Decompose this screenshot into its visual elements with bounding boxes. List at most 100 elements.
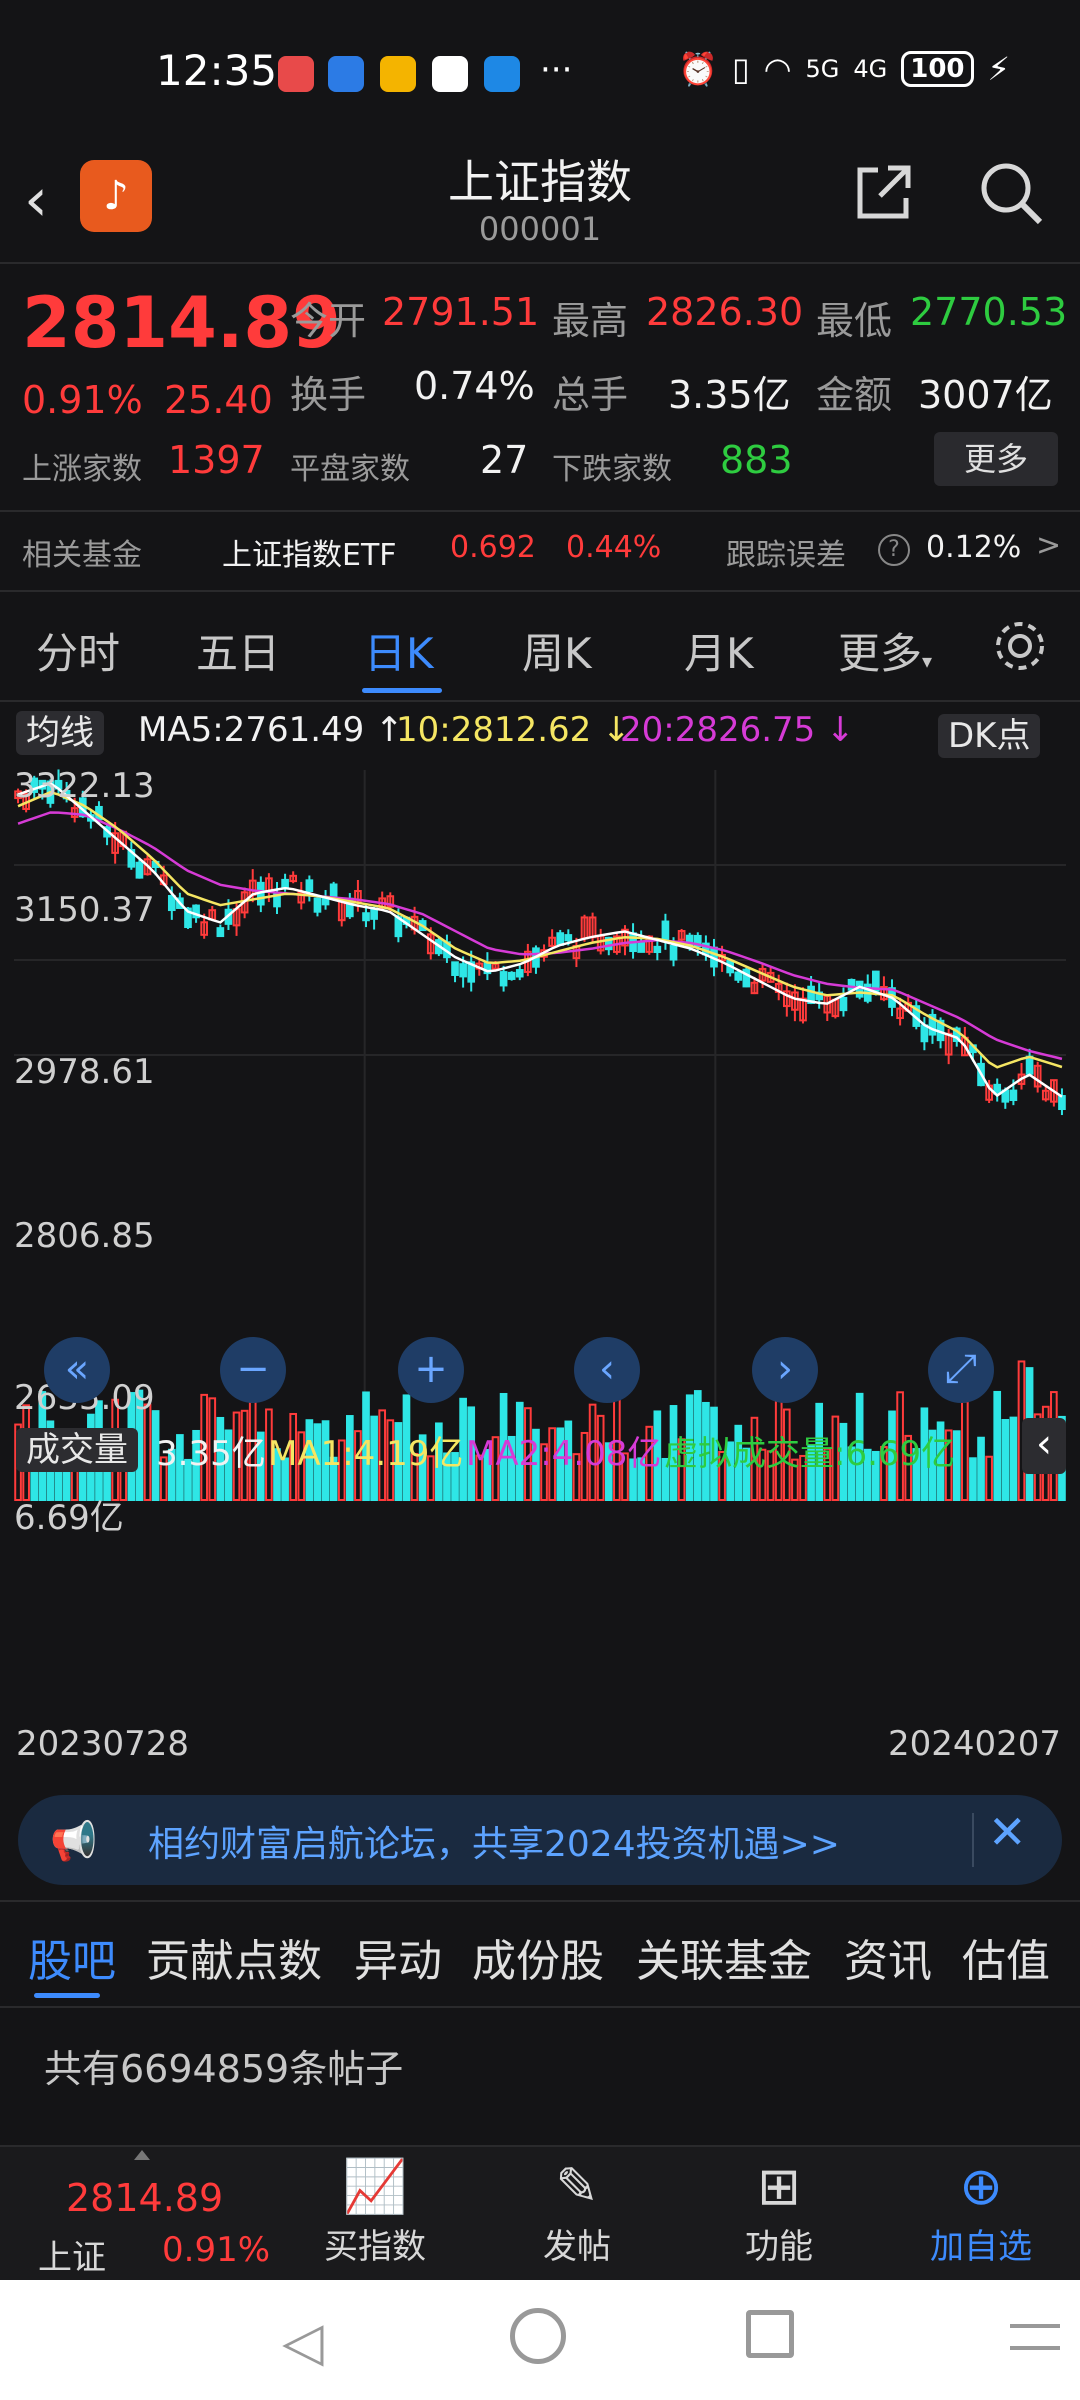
volume-bar xyxy=(807,1444,815,1501)
volume-bar xyxy=(993,1390,1002,1501)
index-quote-button[interactable]: 2814.89 上证 0.91% xyxy=(0,2150,290,2278)
volume-bar xyxy=(410,1452,419,1501)
settings-icon[interactable] xyxy=(992,618,1048,678)
functions-button[interactable]: ⊞ 功能 xyxy=(704,2155,854,2268)
collapse-panel-button[interactable]: ‹ xyxy=(1022,1418,1066,1474)
volume-bar xyxy=(718,1450,726,1502)
share-icon[interactable] xyxy=(852,160,916,239)
volume-bar xyxy=(337,1439,346,1501)
tab-5day[interactable]: 五日 xyxy=(196,629,281,678)
divider xyxy=(0,2006,1080,2008)
candle xyxy=(515,969,524,978)
candle xyxy=(507,971,516,980)
volume-selector[interactable]: 成交量 xyxy=(16,1422,138,1472)
tab-daily-k[interactable]: 日K xyxy=(364,629,434,678)
candle xyxy=(677,930,686,941)
vol-ma2: MA2:4.08亿 xyxy=(466,1434,662,1474)
back-button[interactable]: ‹ xyxy=(24,165,48,235)
candle xyxy=(661,920,670,943)
volume-bar xyxy=(289,1412,298,1501)
down-count: 883 xyxy=(720,438,793,482)
volume-bar xyxy=(402,1394,411,1502)
volume-bar xyxy=(839,1422,848,1501)
amount-value: 3007亿 xyxy=(918,373,1053,417)
ma-selector[interactable]: 均线 xyxy=(16,705,104,755)
candle xyxy=(143,858,152,876)
scroll-right-button[interactable]: › xyxy=(752,1337,818,1403)
volume-bar xyxy=(815,1402,824,1501)
candle xyxy=(1033,1064,1042,1088)
volume-bar xyxy=(1009,1416,1018,1502)
zoom-out-button[interactable]: − xyxy=(220,1337,286,1403)
tab-related-funds[interactable]: 关联基金 xyxy=(636,1936,812,1987)
bottom-price: 2814.89 xyxy=(66,2176,224,2220)
tab-contribution[interactable]: 贡献点数 xyxy=(146,1936,322,1987)
y-label-top: 3322.13 xyxy=(14,766,155,806)
volume-bar xyxy=(467,1406,476,1501)
recents-nav-icon[interactable] xyxy=(746,2310,794,2358)
candle xyxy=(1050,1079,1058,1103)
candle xyxy=(782,990,791,1008)
candle xyxy=(192,904,200,919)
close-icon[interactable]: ✕ xyxy=(988,1805,1027,1859)
charging-icon: ⚡ xyxy=(987,50,1010,88)
promo-banner[interactable]: 📢 相约财富启航论坛，共享2024投资机遇>> ✕ xyxy=(18,1795,1062,1885)
kline-chart[interactable] xyxy=(0,760,1080,1720)
related-fund-row[interactable]: 相关基金 上证指数ETF 0.692 0.44% 跟踪误差 ? 0.12% > xyxy=(0,512,1080,588)
wifi-icon: ◠ xyxy=(763,50,792,88)
status-right: ⏰ ▯ ◠ 5G 4G 100 ⚡ xyxy=(678,50,1010,88)
candle xyxy=(313,897,322,913)
volume-bar xyxy=(831,1415,840,1501)
candle xyxy=(993,1083,1002,1095)
menu-nav-icon[interactable] xyxy=(1010,2324,1060,2350)
active-tab-indicator xyxy=(362,688,442,693)
volume-bar xyxy=(184,1458,192,1502)
dk-button[interactable]: DK点 xyxy=(938,708,1041,758)
candle xyxy=(871,970,880,992)
search-icon[interactable] xyxy=(978,160,1044,241)
high-label: 最高 xyxy=(552,299,629,343)
candle xyxy=(459,963,467,978)
app-notification-icon xyxy=(484,56,520,92)
volume-bar xyxy=(669,1405,678,1502)
tab-weekly-k[interactable]: 周K xyxy=(522,629,592,678)
volume-bar xyxy=(378,1409,387,1502)
more-button[interactable]: 更多 xyxy=(934,432,1058,486)
post-button[interactable]: ✎ 发帖 xyxy=(502,2155,652,2268)
tab-movement[interactable]: 异动 xyxy=(354,1936,442,1987)
fullscreen-button[interactable]: ⤢ xyxy=(928,1337,994,1403)
back-nav-icon[interactable]: ◁ xyxy=(282,2310,324,2373)
grid-icon: ⊞ xyxy=(757,2157,801,2217)
home-nav-icon[interactable] xyxy=(510,2308,566,2364)
tab-valuation[interactable]: 估值 xyxy=(962,1936,1050,1987)
y-label: 3150.37 xyxy=(14,890,155,930)
ma5-value: MA5:2761.49 ↑ xyxy=(138,710,404,750)
ma20-text: 20:2826.75 xyxy=(620,710,816,750)
flat-count-label: 平盘家数 xyxy=(290,452,410,487)
volume-bar xyxy=(451,1452,459,1501)
candle xyxy=(564,934,573,942)
buy-index-button[interactable]: 📈 买指数 xyxy=(300,2155,450,2268)
tab-constituents[interactable]: 成份股 xyxy=(472,1936,604,1987)
zoom-in-button[interactable]: + xyxy=(398,1337,464,1403)
volume-value: 3.35亿 xyxy=(668,373,791,417)
plus-circle-icon: ⊕ xyxy=(959,2157,1003,2217)
volume-bar xyxy=(151,1410,160,1502)
add-watchlist-button[interactable]: ⊕ 加自选 xyxy=(906,2155,1056,2268)
tab-news[interactable]: 资讯 xyxy=(844,1936,932,1987)
mail-icon xyxy=(380,56,416,92)
help-icon[interactable]: ? xyxy=(878,534,910,566)
divider xyxy=(0,262,1080,264)
volume-bar xyxy=(435,1422,443,1502)
scroll-left-fast-button[interactable]: « xyxy=(44,1337,110,1403)
volume-bar xyxy=(977,1436,985,1501)
index-code: 000001 xyxy=(478,210,602,248)
tab-guba[interactable]: 股吧 xyxy=(28,1936,116,1987)
candle xyxy=(30,777,39,793)
tab-more[interactable]: 更多▾ xyxy=(838,620,932,681)
scroll-left-button[interactable]: ‹ xyxy=(574,1337,640,1403)
volume-bar xyxy=(888,1410,896,1501)
tab-monthly-k[interactable]: 月K xyxy=(684,629,754,678)
divider xyxy=(0,510,1080,512)
tab-intraday[interactable]: 分时 xyxy=(36,629,121,678)
